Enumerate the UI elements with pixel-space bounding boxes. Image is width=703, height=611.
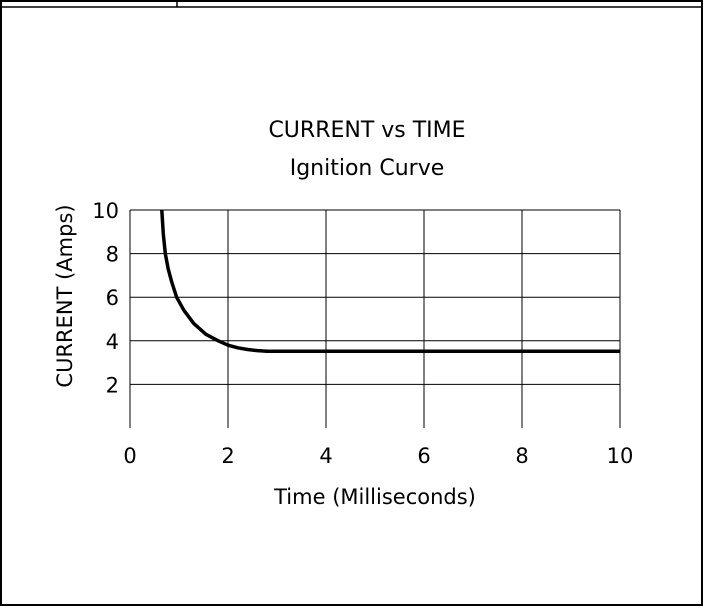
y-tick-label: 8 <box>106 243 119 267</box>
x-axis-title: Time (Milliseconds) <box>273 485 476 509</box>
x-tick-label: 6 <box>417 444 430 468</box>
series-line <box>160 209 620 354</box>
plot-grid <box>129 209 621 428</box>
y-tick-label: 6 <box>106 286 119 310</box>
y-axis-title: CURRENT (Amps) <box>53 204 77 387</box>
x-tick-label: 2 <box>221 444 234 468</box>
plot-series <box>160 209 620 354</box>
x-tick-label: 10 <box>607 444 634 468</box>
plot-ticks: 0 2 4 6 8 10 2 4 6 8 10 <box>92 199 633 468</box>
x-tick-label: 8 <box>515 444 528 468</box>
x-tick-label: 0 <box>123 444 136 468</box>
chart-title: CURRENT vs TIME <box>268 118 465 143</box>
y-tick-label: 2 <box>106 373 119 397</box>
chart-subtitle: Ignition Curve <box>290 156 445 181</box>
y-tick-label: 10 <box>92 199 119 223</box>
y-tick-label: 4 <box>106 330 119 354</box>
x-tick-label: 4 <box>319 444 332 468</box>
